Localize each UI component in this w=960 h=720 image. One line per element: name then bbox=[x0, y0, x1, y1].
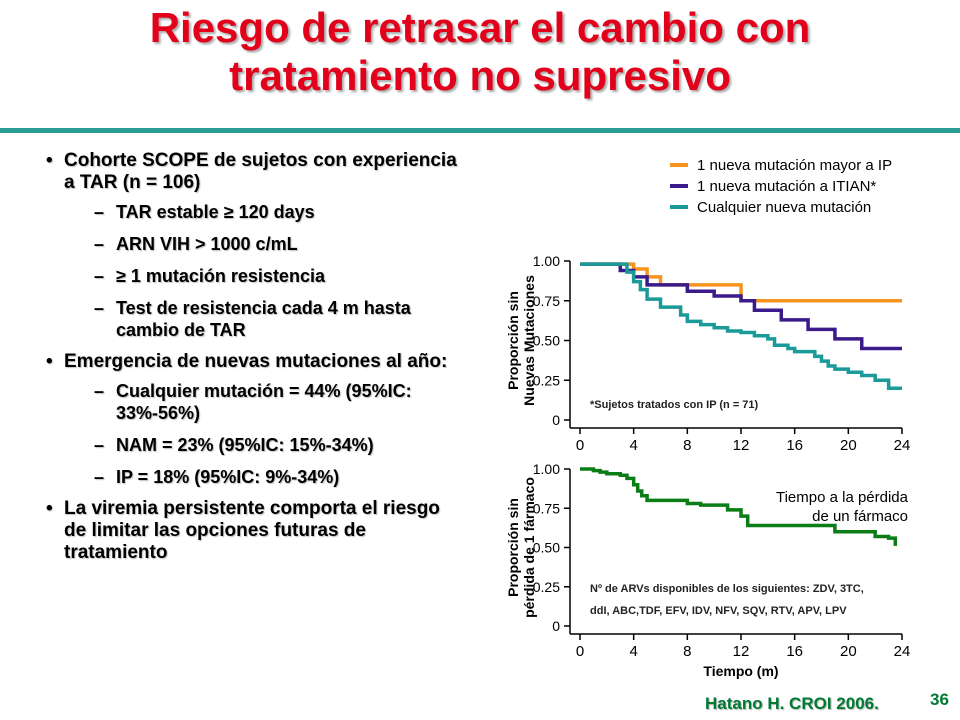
chart-side-label: Tiempo a la pérdida bbox=[776, 489, 909, 506]
x-tick-label: 12 bbox=[733, 437, 750, 454]
y-tick-label: 0 bbox=[552, 412, 560, 428]
sub-bullet-item: – Test de resistencia cada 4 m hasta camb… bbox=[42, 297, 462, 341]
chart-annotation: Nº de ARVs disponibles de los siguientes… bbox=[590, 583, 864, 595]
bullet-text: La viremia persistente comporta el riesg… bbox=[64, 498, 440, 563]
chart-drug-loss: 0 0.25 0.50 0.75 1.00 0 4 8 12 16 20 24 Proporción s… bbox=[505, 461, 910, 679]
bullet-text: Cohorte SCOPE de sujetos con experiencia… bbox=[64, 150, 457, 193]
bullet-mark: – bbox=[94, 266, 105, 286]
y-tick-label: 0.75 bbox=[533, 293, 560, 309]
sub-bullet-item: – Cualquier mutación = 44% (95%IC: 33%-56… bbox=[42, 380, 462, 424]
x-tick-label: 16 bbox=[786, 643, 803, 660]
sub-bullet-item: – ARN VIH > 1000 c/mL bbox=[42, 233, 462, 255]
y-tick-label: 0 bbox=[552, 618, 560, 634]
y-axis-label: Proporción sin bbox=[505, 291, 521, 390]
x-tick-label: 0 bbox=[576, 643, 584, 660]
bullet-mark: – bbox=[94, 435, 105, 455]
legend-label: 1 nueva mutación a ITIAN* bbox=[697, 178, 876, 195]
x-tick-label: 16 bbox=[786, 437, 803, 454]
bullet-item: • Emergencia de nuevas mutaciones al año: bbox=[42, 351, 462, 373]
sub-bullet-item: – ≥ 1 mutación resistencia bbox=[42, 265, 462, 287]
bullet-text: Emergencia de nuevas mutaciones al año: bbox=[64, 351, 448, 372]
slide-title-line2: tratamiento no supresivo bbox=[229, 52, 731, 99]
bullet-text: TAR estable ≥ 120 days bbox=[116, 202, 315, 222]
bullet-mark: – bbox=[94, 467, 105, 487]
slide-title-line1: Riesgo de retrasar el cambio con bbox=[149, 4, 811, 51]
y-tick-label: 0.50 bbox=[533, 333, 560, 349]
sub-bullet-item: – TAR estable ≥ 120 days bbox=[42, 201, 462, 223]
bullet-item: • Cohorte SCOPE de sujetos con experienci… bbox=[42, 150, 462, 194]
series-line bbox=[580, 262, 902, 303]
chart-annotation: *Sujetos tratados con IP (n = 71) bbox=[590, 399, 759, 411]
bullet-mark: • bbox=[46, 351, 53, 372]
bullet-mark: • bbox=[46, 498, 53, 519]
y-axis-label: pérdida de 1 fármaco bbox=[521, 477, 537, 618]
title-divider bbox=[0, 128, 960, 133]
bullet-text: NAM = 23% (95%IC: 15%-34%) bbox=[116, 435, 374, 455]
x-tick-label: 20 bbox=[840, 643, 857, 660]
x-tick-label: 24 bbox=[894, 437, 911, 454]
bullet-list: • Cohorte SCOPE de sujetos con experienci… bbox=[42, 150, 462, 571]
x-tick-label: 4 bbox=[629, 643, 637, 660]
bullet-text: IP = 18% (95%IC: 9%-34%) bbox=[116, 467, 340, 487]
chart-annotation: ddI, ABC,TDF, EFV, IDV, NFV, SQV, RTV, A… bbox=[590, 605, 847, 617]
chart-new-mutations: 0 0.25 0.50 0.75 1.00 0 4 8 12 16 20 24 Proporción s… bbox=[505, 253, 910, 454]
bullet-mark: – bbox=[94, 202, 105, 222]
sub-bullet-item: – NAM = 23% (95%IC: 15%-34%) bbox=[42, 434, 462, 456]
y-tick-label: 0.75 bbox=[533, 500, 560, 516]
bullet-text: ARN VIH > 1000 c/mL bbox=[116, 234, 298, 254]
citation: Hatano H. CROI 2006. bbox=[705, 694, 879, 713]
y-tick-label: 1.00 bbox=[533, 461, 560, 477]
page-number: 36 bbox=[930, 690, 949, 709]
bullet-text: Test de resistencia cada 4 m hasta cambi… bbox=[116, 298, 411, 340]
slide-title: Riesgo de retrasar el cambio con tratami… bbox=[0, 4, 960, 100]
legend-label: 1 nueva mutación mayor a IP bbox=[697, 157, 892, 174]
x-tick-label: 4 bbox=[629, 437, 637, 454]
bullet-text: Cualquier mutación = 44% (95%IC: 33%-56%… bbox=[116, 381, 412, 423]
sub-bullet-item: – IP = 18% (95%IC: 9%-34%) bbox=[42, 466, 462, 488]
bullet-mark: • bbox=[46, 150, 53, 171]
bullet-mark: – bbox=[94, 298, 105, 318]
series-line bbox=[580, 262, 902, 351]
bullet-mark: – bbox=[94, 234, 105, 254]
y-tick-label: 0.25 bbox=[533, 579, 560, 595]
y-tick-label: 0.25 bbox=[533, 372, 560, 388]
chart-legend: 1 nueva mutación mayor a IP 1 nueva mutac… bbox=[670, 157, 892, 216]
bullet-mark: – bbox=[94, 381, 105, 401]
y-tick-label: 1.00 bbox=[533, 253, 560, 269]
bullet-item: • La viremia persistente comporta el ries… bbox=[42, 498, 462, 564]
charts-area: 1 nueva mutación mayor a IP 1 nueva mutac… bbox=[505, 157, 910, 679]
x-tick-label: 0 bbox=[576, 437, 584, 454]
x-tick-label: 8 bbox=[683, 643, 691, 660]
series-line bbox=[580, 262, 902, 390]
chart-side-label: de un fármaco bbox=[812, 508, 908, 525]
y-tick-label: 0.50 bbox=[533, 540, 560, 556]
x-tick-label: 24 bbox=[894, 643, 911, 660]
x-tick-label: 20 bbox=[840, 437, 857, 454]
x-tick-label: 12 bbox=[733, 643, 750, 660]
y-axis-label: Proporción sin bbox=[505, 498, 521, 597]
bullet-text: ≥ 1 mutación resistencia bbox=[116, 266, 325, 286]
legend-label: Cualquier nueva mutación bbox=[697, 199, 871, 216]
x-tick-label: 8 bbox=[683, 437, 691, 454]
y-axis-label: Nuevas Mutaciones bbox=[521, 275, 537, 406]
series-line bbox=[580, 467, 898, 546]
x-axis-label: Tiempo (m) bbox=[703, 663, 778, 679]
